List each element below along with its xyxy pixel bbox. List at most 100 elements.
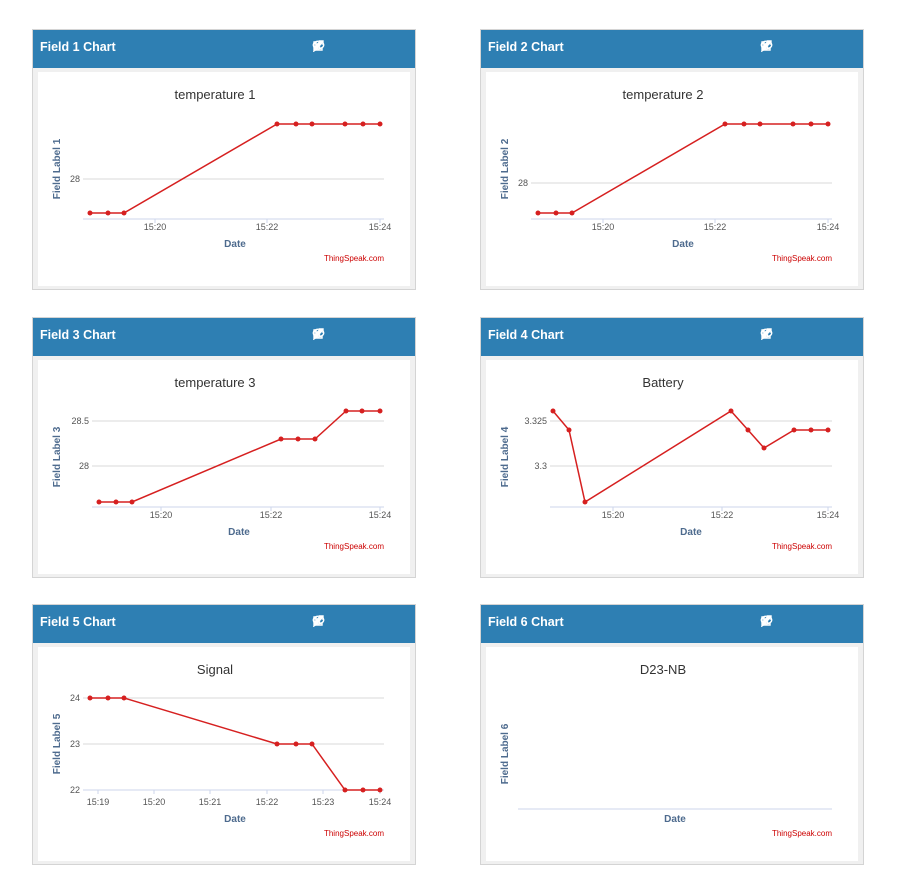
pencil-icon[interactable] xyxy=(762,328,826,344)
data-point[interactable] xyxy=(278,436,284,442)
data-point[interactable] xyxy=(535,210,541,216)
data-point[interactable] xyxy=(293,121,299,127)
data-point[interactable] xyxy=(342,787,348,793)
pencil-icon[interactable] xyxy=(762,40,826,56)
chart-area: temperature 3 28.5 28 15:20 15:22 15:24 … xyxy=(38,360,410,574)
data-point[interactable] xyxy=(96,499,102,505)
data-point[interactable] xyxy=(121,210,127,216)
data-point[interactable] xyxy=(791,427,797,433)
x-axis-label: Date xyxy=(680,527,702,538)
data-point[interactable] xyxy=(87,210,93,216)
data-point[interactable] xyxy=(274,121,280,127)
data-point[interactable] xyxy=(113,499,119,505)
data-point[interactable] xyxy=(309,121,315,127)
thingspeak-credit[interactable]: ThingSpeak.com xyxy=(772,542,832,551)
data-point[interactable] xyxy=(129,499,135,505)
thingspeak-credit[interactable]: ThingSpeak.com xyxy=(772,254,832,263)
data-point[interactable] xyxy=(790,121,796,127)
y-tick-label: 28 xyxy=(70,174,80,184)
data-point[interactable] xyxy=(312,436,318,442)
data-point[interactable] xyxy=(728,408,734,414)
widget-header: Field 3 Chart xyxy=(33,318,415,356)
widget-header: Field 2 Chart xyxy=(481,30,863,68)
data-point[interactable] xyxy=(309,741,315,747)
pencil-icon[interactable] xyxy=(314,40,378,56)
data-point[interactable] xyxy=(808,121,814,127)
data-point[interactable] xyxy=(825,121,831,127)
data-point[interactable] xyxy=(360,787,366,793)
chart-title: temperature 1 xyxy=(175,87,256,102)
data-point[interactable] xyxy=(582,499,588,505)
data-point[interactable] xyxy=(569,210,575,216)
close-icon[interactable] xyxy=(313,328,403,344)
y-tick-label: 22 xyxy=(70,785,80,795)
data-point[interactable] xyxy=(722,121,728,127)
data-point[interactable] xyxy=(808,427,814,433)
close-icon[interactable] xyxy=(761,328,851,344)
data-point[interactable] xyxy=(377,121,383,127)
data-point[interactable] xyxy=(295,436,301,442)
thingspeak-credit[interactable]: ThingSpeak.com xyxy=(324,829,384,838)
x-tick-label: 15:21 xyxy=(199,797,222,807)
widget-header: Field 4 Chart xyxy=(481,318,863,356)
close-icon[interactable] xyxy=(313,615,403,631)
data-point[interactable] xyxy=(343,408,349,414)
y-tick-label: 23 xyxy=(70,739,80,749)
chart-title: D23-NB xyxy=(640,662,686,677)
x-tick-label: 15:23 xyxy=(312,797,335,807)
data-point[interactable] xyxy=(121,695,127,701)
chart-title: temperature 2 xyxy=(623,87,704,102)
chart-svg: temperature 2 28 15:20 15:22 15:24 Date … xyxy=(500,87,839,263)
thingspeak-credit[interactable]: ThingSpeak.com xyxy=(324,542,384,551)
x-tick-label: 15:24 xyxy=(369,510,392,520)
chart-svg: D23-NB Date Field Label 6 ThingSpeak.com xyxy=(500,662,832,838)
data-point[interactable] xyxy=(757,121,763,127)
data-point[interactable] xyxy=(761,445,767,451)
chart-svg: Battery 3.325 3.3 15:20 15:22 15:24 Date… xyxy=(500,375,839,551)
data-point[interactable] xyxy=(342,121,348,127)
widget-header-icons xyxy=(760,40,851,56)
x-tick-label: 15:20 xyxy=(602,510,625,520)
comment-icon[interactable] xyxy=(312,40,353,56)
data-point[interactable] xyxy=(550,408,556,414)
series-0 xyxy=(550,408,831,505)
thingspeak-credit[interactable]: ThingSpeak.com xyxy=(324,254,384,263)
data-point[interactable] xyxy=(359,408,365,414)
field-2-widget: Field 2 Chart temperature 2 28 15:20 15:… xyxy=(480,29,864,290)
pencil-icon[interactable] xyxy=(314,328,378,344)
comment-icon[interactable] xyxy=(760,615,801,631)
pencil-icon[interactable] xyxy=(314,615,378,631)
x-tick-label: 15:22 xyxy=(256,222,279,232)
y-tick-label: 24 xyxy=(70,693,80,703)
data-point[interactable] xyxy=(293,741,299,747)
data-point[interactable] xyxy=(105,210,111,216)
pencil-icon[interactable] xyxy=(762,615,826,631)
comment-icon[interactable] xyxy=(760,40,801,56)
data-point[interactable] xyxy=(360,121,366,127)
field-6-widget: Field 6 Chart D23-NB Date Field Label 6 … xyxy=(480,604,864,865)
data-point[interactable] xyxy=(87,695,93,701)
data-point[interactable] xyxy=(566,427,572,433)
data-point[interactable] xyxy=(377,408,383,414)
chart-title: Battery xyxy=(642,375,684,390)
data-point[interactable] xyxy=(274,741,280,747)
close-icon[interactable] xyxy=(761,40,851,56)
data-point[interactable] xyxy=(105,695,111,701)
data-point[interactable] xyxy=(741,121,747,127)
close-icon[interactable] xyxy=(313,40,403,56)
close-icon[interactable] xyxy=(761,615,851,631)
data-point[interactable] xyxy=(553,210,559,216)
x-axis-label: Date xyxy=(664,814,686,825)
comment-icon[interactable] xyxy=(760,328,801,344)
comment-icon[interactable] xyxy=(312,328,353,344)
x-axis-label: Date xyxy=(224,239,246,250)
data-point[interactable] xyxy=(745,427,751,433)
chart-title: Signal xyxy=(197,662,233,677)
x-tick-label: 15:20 xyxy=(143,797,166,807)
thingspeak-credit[interactable]: ThingSpeak.com xyxy=(772,829,832,838)
comment-icon[interactable] xyxy=(312,615,353,631)
chart-area: temperature 1 28 15:20 15:22 15:24 Date … xyxy=(38,72,410,286)
data-point[interactable] xyxy=(377,787,383,793)
series-0 xyxy=(535,121,831,216)
data-point[interactable] xyxy=(825,427,831,433)
